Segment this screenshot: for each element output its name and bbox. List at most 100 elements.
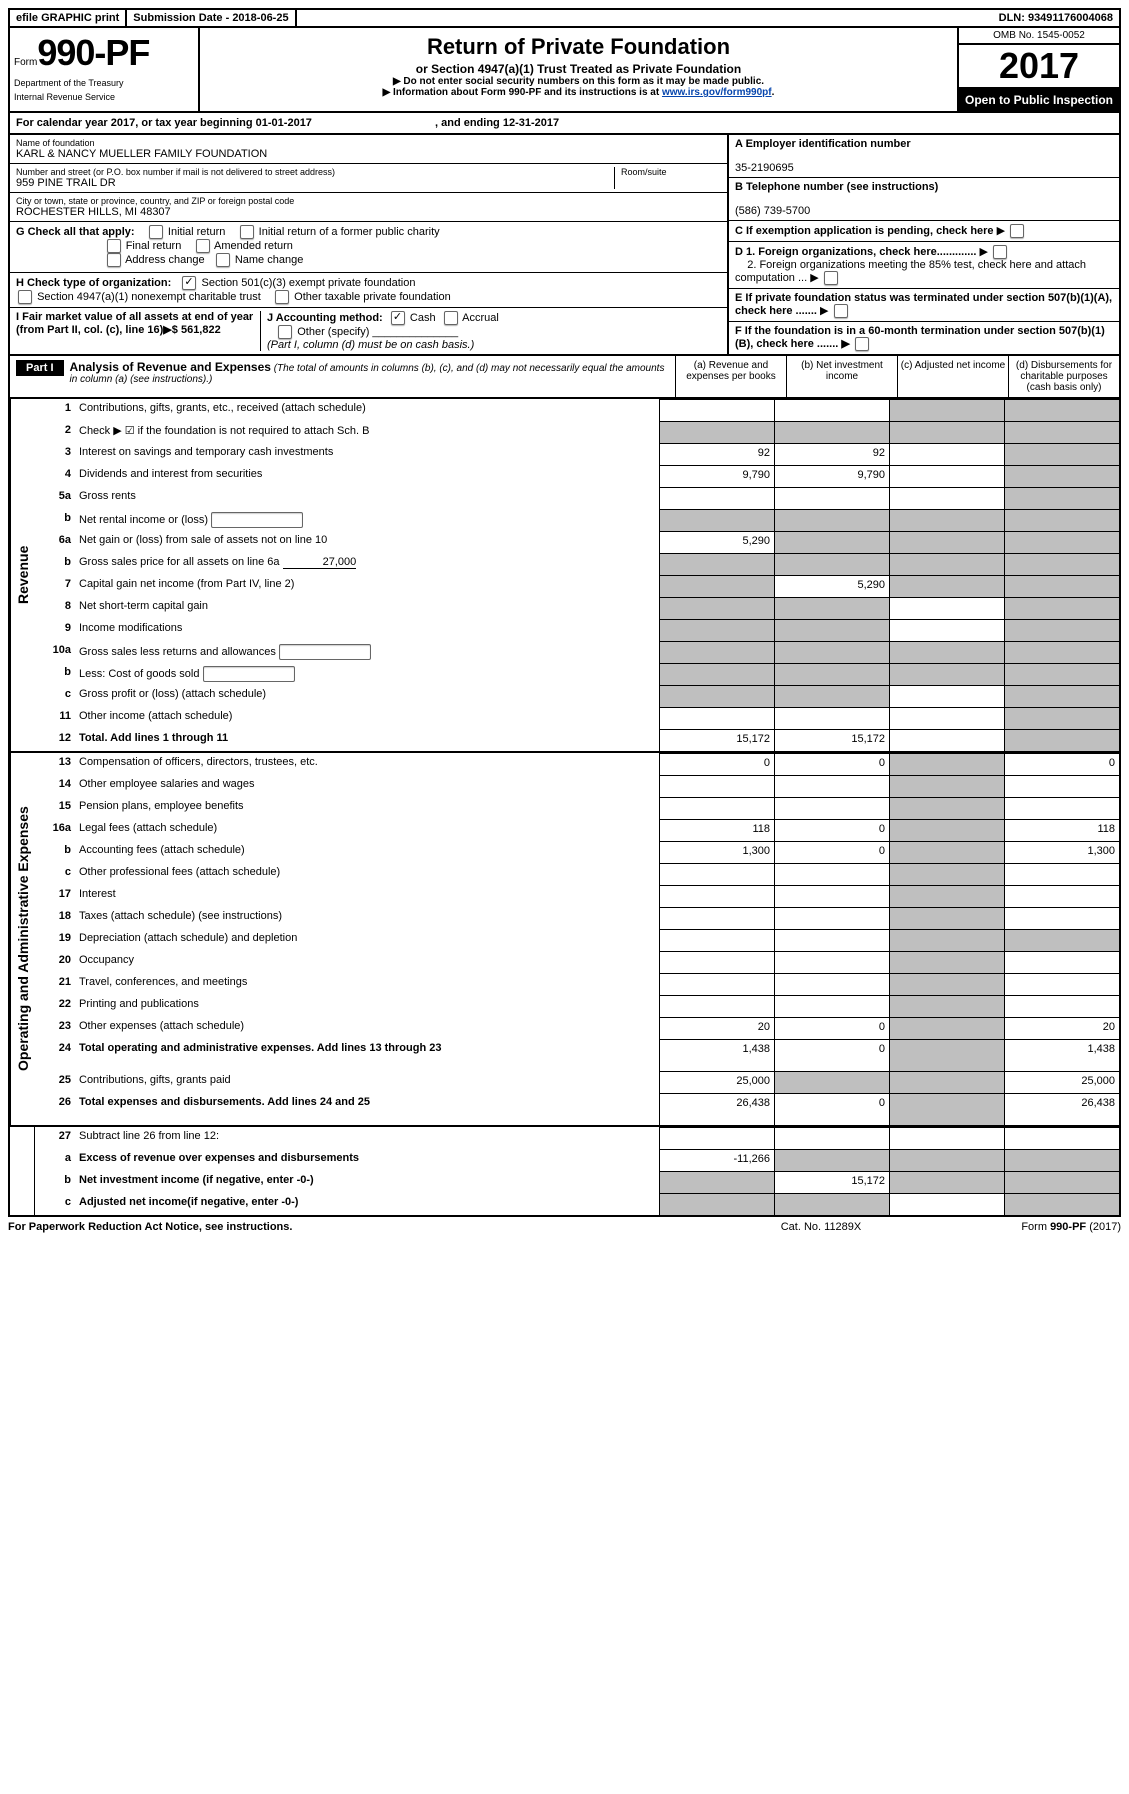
table-row: 19Depreciation (attach schedule) and dep…: [35, 929, 1119, 951]
cb-501c3[interactable]: [182, 276, 196, 290]
cb-4947[interactable]: [18, 290, 32, 304]
inline-input[interactable]: [279, 644, 371, 660]
row-desc: Excess of revenue over expenses and disb…: [77, 1149, 659, 1171]
g-label: G Check all that apply:: [16, 226, 135, 238]
cell: [659, 399, 774, 421]
row-desc: Other professional fees (attach schedule…: [77, 863, 659, 885]
row-desc: Dividends and interest from securities: [77, 465, 659, 487]
row-desc: Subtract line 26 from line 12:: [77, 1127, 659, 1149]
cell: [1004, 907, 1119, 929]
table-row: cOther professional fees (attach schedul…: [35, 863, 1119, 885]
row-num: 24: [35, 1039, 77, 1071]
tax-year: 2017: [959, 45, 1119, 89]
cell: [774, 797, 889, 819]
col-d-head: (d) Disbursements for charitable purpose…: [1008, 356, 1119, 397]
irs-link[interactable]: www.irs.gov/form990pf: [662, 87, 772, 98]
cb-60month[interactable]: [855, 337, 869, 351]
row-num: c: [35, 863, 77, 885]
table-row: 10aGross sales less returns and allowanc…: [35, 641, 1119, 663]
cell: 1,438: [659, 1039, 774, 1071]
h-label: H Check type of organization:: [16, 277, 171, 289]
cell: [1004, 973, 1119, 995]
inline-input[interactable]: [211, 512, 303, 528]
cb-name-change[interactable]: [216, 253, 230, 267]
row-desc: Taxes (attach schedule) (see instruction…: [77, 907, 659, 929]
cell: [1004, 775, 1119, 797]
cell: [659, 619, 774, 641]
table-row: 25Contributions, gifts, grants paid25,00…: [35, 1071, 1119, 1093]
open-public: Open to Public Inspection: [959, 89, 1119, 111]
row-desc: Net gain or (loss) from sale of assets n…: [77, 531, 659, 553]
cell: [889, 841, 1004, 863]
cell: [1004, 531, 1119, 553]
cell: [1004, 553, 1119, 575]
cb-85pct[interactable]: [824, 271, 838, 285]
row-num: 12: [35, 729, 77, 751]
table-row: bNet investment income (if negative, ent…: [35, 1171, 1119, 1193]
cb-initial[interactable]: [149, 225, 163, 239]
cell: [774, 641, 889, 663]
table-row: 2Check ▶ ☑ if the foundation is not requ…: [35, 421, 1119, 443]
cell: 118: [659, 819, 774, 841]
expenses-label: Operating and Administrative Expenses: [10, 753, 35, 1125]
table-row: 11Other income (attach schedule): [35, 707, 1119, 729]
cb-foreign[interactable]: [993, 245, 1007, 259]
cell: 0: [774, 1017, 889, 1039]
cb-cash[interactable]: [391, 311, 405, 325]
revenue-label: Revenue: [10, 399, 35, 751]
cb-other-method[interactable]: [278, 325, 292, 339]
cb-final[interactable]: [107, 239, 121, 253]
row-desc: Total expenses and disbursements. Add li…: [77, 1093, 659, 1125]
row-desc: Net short-term capital gain: [77, 597, 659, 619]
table-row: 24Total operating and administrative exp…: [35, 1039, 1119, 1071]
cell: [659, 641, 774, 663]
col-c-head: (c) Adjusted net income: [897, 356, 1008, 397]
cell: [1004, 685, 1119, 707]
row-desc: Other expenses (attach schedule): [77, 1017, 659, 1039]
cb-amended[interactable]: [196, 239, 210, 253]
efile-label[interactable]: efile GRAPHIC print: [10, 10, 127, 26]
cell: [774, 553, 889, 575]
cat-no: Cat. No. 11289X: [721, 1221, 921, 1233]
table-row: 26Total expenses and disbursements. Add …: [35, 1093, 1119, 1125]
cell: [889, 995, 1004, 1017]
cell: [1004, 885, 1119, 907]
form-number: 990-PF: [37, 32, 149, 74]
name-label: Name of foundation: [16, 138, 721, 148]
cell: [659, 995, 774, 1017]
j-note: (Part I, column (d) must be on cash basi…: [267, 339, 474, 351]
cell: [774, 1149, 889, 1171]
row-num: 27: [35, 1127, 77, 1149]
cb-initial-former[interactable]: [240, 225, 254, 239]
cell: 1,300: [659, 841, 774, 863]
row-num: 11: [35, 707, 77, 729]
revenue-table: Revenue 1Contributions, gifts, grants, e…: [8, 399, 1121, 753]
cb-addr-change[interactable]: [107, 253, 121, 267]
cell: 0: [659, 753, 774, 775]
cb-terminated[interactable]: [834, 304, 848, 318]
part1-header-row: Part I Analysis of Revenue and Expenses …: [8, 356, 1121, 399]
table-row: 4Dividends and interest from securities9…: [35, 465, 1119, 487]
city-state-zip: ROCHESTER HILLS, MI 48307: [16, 206, 721, 218]
form-subtitle: or Section 4947(a)(1) Trust Treated as P…: [204, 62, 953, 76]
row-desc: Other employee salaries and wages: [77, 775, 659, 797]
inline-input[interactable]: [203, 666, 295, 682]
cell: [774, 907, 889, 929]
table-row: 18Taxes (attach schedule) (see instructi…: [35, 907, 1119, 929]
dln: DLN: 93491176004068: [993, 10, 1119, 26]
bottom-table: 27Subtract line 26 from line 12:aExcess …: [8, 1127, 1121, 1217]
cb-exemption[interactable]: [1010, 224, 1024, 238]
cb-other-tax[interactable]: [275, 290, 289, 304]
info-block: Name of foundation KARL & NANCY MUELLER …: [8, 135, 1121, 356]
cell: [659, 509, 774, 531]
cell: 9,790: [659, 465, 774, 487]
row-num: 9: [35, 619, 77, 641]
cell: [1004, 1127, 1119, 1149]
cell: 0: [774, 819, 889, 841]
row-num: 6a: [35, 531, 77, 553]
cb-accrual[interactable]: [444, 311, 458, 325]
cell: [774, 619, 889, 641]
cell: [774, 929, 889, 951]
row-desc: Check ▶ ☑ if the foundation is not requi…: [77, 421, 659, 443]
cell: [774, 995, 889, 1017]
